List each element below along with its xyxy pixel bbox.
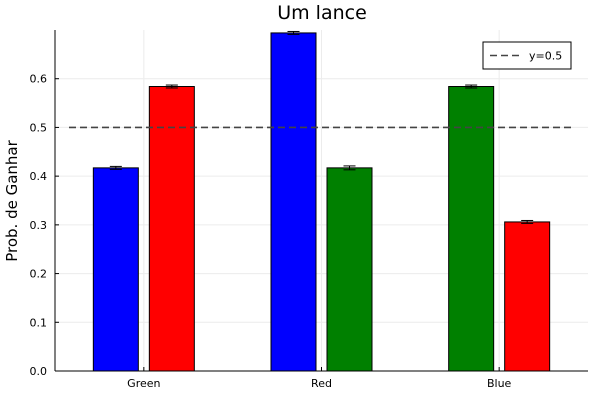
grid-lines [55,30,588,371]
y-tick-label: 0.2 [30,268,48,281]
bar [326,167,373,372]
y-tick-label: 0.0 [30,365,48,378]
axes-group: 0.0 0.1 0.2 0.3 0.4 0.5 0.6 Green Red Blue [30,30,588,390]
y-tick-label: 0.4 [30,170,48,183]
y-tick-label: 0.3 [30,219,48,232]
y-tick-label: 0.6 [30,73,48,86]
x-tick-label: Red [311,377,332,390]
y-tick-label: 0.1 [30,316,48,329]
bars-group [92,32,551,372]
error-bars-group [109,30,534,224]
bar [270,32,317,372]
bar [148,86,195,372]
legend-label: y=0.5 [529,50,562,63]
bar [448,86,495,372]
bar [92,167,139,372]
chart-title: Um lance [277,2,367,24]
x-tick-label: Blue [487,377,512,390]
legend: y=0.5 [482,41,572,70]
legend-box [482,41,572,70]
x-tick-label: Green [127,377,160,390]
y-axis-label: Prob. de Ganhar [3,139,21,261]
y-tick-label: 0.5 [30,121,48,134]
bar [504,221,551,372]
